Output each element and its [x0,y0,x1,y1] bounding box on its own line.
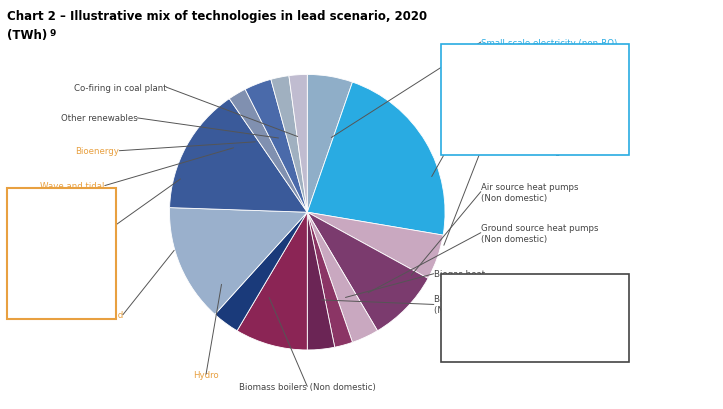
Text: Wave and tidal: Wave and tidal [40,182,105,191]
Text: Hydro: Hydro [193,370,219,379]
Wedge shape [237,213,307,350]
Text: (Domestic) microgeneration: (Domestic) microgeneration [481,147,602,156]
Wedge shape [307,213,443,279]
Text: Transport
10% of transport
21% of renewable energy: Transport 10% of transport 21% of renewa… [448,51,608,88]
Text: Heat
12% of heat
30% of renewable
energy: Heat 12% of heat 30% of renewable energy [448,280,560,330]
Text: Bioenergy: Bioenergy [75,147,119,156]
Text: Co-firing in coal plant: Co-firing in coal plant [74,83,166,92]
Wedge shape [307,75,353,213]
Text: Renewable transport: Renewable transport [481,85,570,94]
Text: 9: 9 [49,29,56,38]
Text: Ground source heat pumps
(Non domestic): Ground source heat pumps (Non domestic) [481,223,599,243]
Text: Biomass district heating
(Non domestic): Biomass district heating (Non domestic) [434,294,538,315]
Wedge shape [245,80,307,213]
Text: Other renewables: Other renewables [61,114,137,123]
Text: Offshore wind: Offshore wind [45,229,105,238]
Text: Chart 2 – Illustrative mix of technologies in lead scenario, 2020: Chart 2 – Illustrative mix of technologi… [7,10,427,23]
Wedge shape [169,208,307,315]
Text: Air source heat pumps
(Non domestic): Air source heat pumps (Non domestic) [481,182,578,202]
Wedge shape [215,213,307,331]
Wedge shape [271,76,307,213]
Wedge shape [307,213,353,347]
Text: Onshore wind: Onshore wind [64,310,123,319]
Wedge shape [307,213,428,331]
Text: (TWh): (TWh) [7,29,48,42]
Wedge shape [289,75,307,213]
Text: Small-scale electricity (non-RO): Small-scale electricity (non-RO) [481,38,617,47]
Wedge shape [170,99,307,213]
Text: Biomass boilers (Non domestic): Biomass boilers (Non domestic) [239,382,376,391]
Wedge shape [307,213,377,342]
Text: Biogas heat: Biogas heat [434,270,485,279]
Text: Electricity
30% of
electricity
49% of
renewable
energy: Electricity 30% of electricity 49% of re… [14,194,80,270]
Wedge shape [229,90,307,213]
Wedge shape [307,213,335,350]
Wedge shape [307,83,445,236]
